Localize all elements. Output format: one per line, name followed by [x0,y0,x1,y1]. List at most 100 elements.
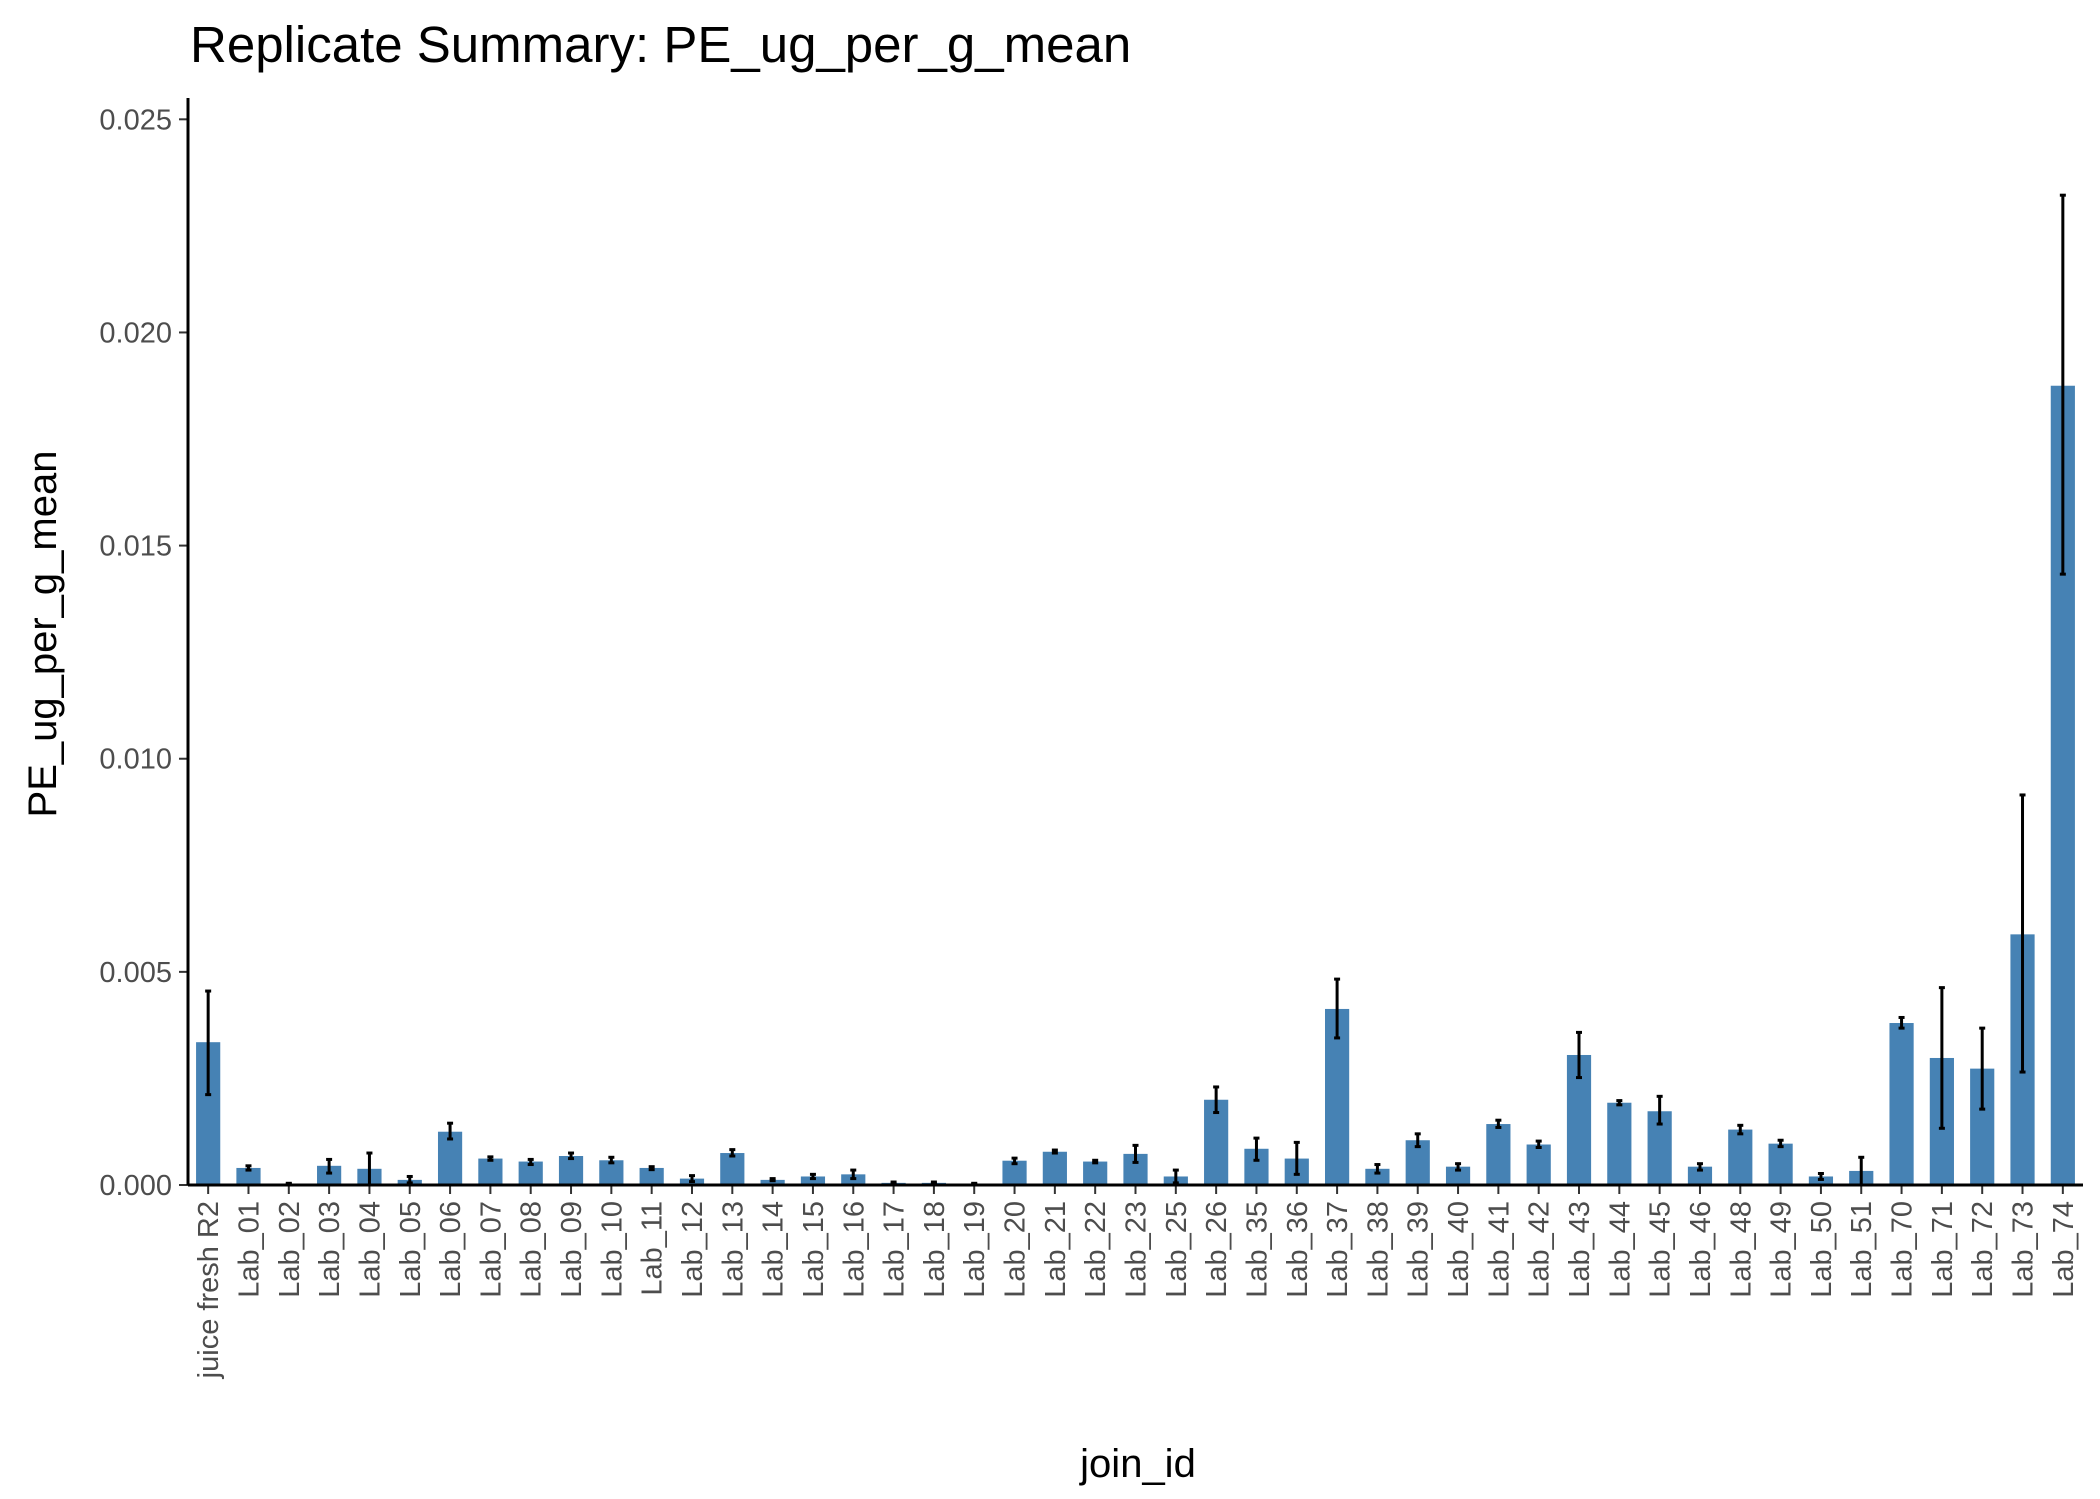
error-bar [1132,1143,1139,1164]
bar [1083,1161,1108,1185]
y-tick-label: 0.000 [99,1170,172,1202]
x-tick-label: Lab_41 [1483,1201,1515,1298]
bar [518,1161,543,1185]
x-tick-label: Lab_38 [1362,1201,1394,1298]
error-bar [1616,1099,1623,1107]
x-tick-label: Lab_50 [1806,1201,1838,1298]
error-bar [1172,1168,1179,1185]
bar [1607,1102,1632,1185]
error-bar [769,1177,776,1183]
x-tick-label: Lab_19 [959,1201,991,1298]
y-tick-label: 0.020 [99,317,172,349]
x-tick-label: Lab_08 [516,1201,548,1298]
x-tick-label: Lab_71 [1927,1201,1959,1298]
x-tick-label: Lab_39 [1403,1201,1435,1298]
bar [1526,1144,1551,1185]
bar [236,1167,261,1185]
error-bar [1495,1118,1502,1129]
x-tick-label: Lab_43 [1564,1201,1596,1298]
x-tick-label: Lab_36 [1282,1201,1314,1298]
error-bar [487,1155,494,1162]
x-tick-label: Lab_03 [314,1201,346,1298]
bar [1687,1166,1713,1185]
bar [437,1131,463,1185]
bar [1728,1129,1753,1185]
error-bar [1455,1162,1462,1172]
bar [639,1167,664,1185]
error-bar [1414,1132,1421,1149]
x-tick-label: Lab_16 [838,1201,870,1298]
error-bar [245,1164,252,1172]
error-bar [447,1121,454,1141]
bar [478,1158,503,1185]
x-tick-label: Lab_70 [1887,1201,1919,1298]
x-tick-label: Lab_23 [1121,1201,1153,1298]
error-bar [2059,193,2066,576]
error-bar [890,1180,897,1186]
error-bar [850,1168,857,1181]
x-tick-label: Lab_35 [1241,1201,1273,1298]
x-tick-label: Lab_01 [233,1201,265,1298]
y-tick-label: 0.010 [99,744,172,776]
error-bar [1696,1162,1703,1172]
x-tick-label: Lab_37 [1322,1201,1354,1298]
error-bar [1293,1140,1300,1176]
error-bar [809,1172,816,1181]
x-tick-label: Lab_48 [1725,1201,1757,1298]
bar [760,1179,785,1185]
error-bar [568,1151,575,1161]
bar [1768,1143,1793,1185]
error-bar [1576,1030,1583,1080]
error-bar [1898,1015,1905,1030]
x-tick-label: Lab_13 [717,1201,749,1298]
error-bar [1213,1085,1220,1115]
x-tick-label: Lab_74 [2048,1201,2080,1298]
bars [196,385,2075,1185]
x-tick-label: Lab_02 [274,1201,306,1298]
x-tick-label: Lab_45 [1645,1201,1677,1298]
x-tick-label: Lab_10 [596,1201,628,1298]
bar [1445,1166,1471,1185]
x-tick-label: Lab_14 [758,1201,790,1298]
bar [317,1165,342,1185]
bar [800,1176,826,1185]
error-bar [1051,1148,1058,1155]
x-tick-label: juice fresh R2 [193,1201,225,1379]
x-tick-label: Lab_17 [879,1201,911,1298]
bar [1486,1124,1511,1185]
x-tick-label: Lab_46 [1685,1201,1717,1298]
x-tick-label: Lab_04 [354,1201,386,1298]
error-bar [326,1157,333,1175]
x-tick-label: Lab_12 [677,1201,709,1298]
bar [720,1153,745,1185]
error-bar [1777,1138,1784,1149]
x-tick-label: Lab_11 [637,1201,669,1296]
y-tick-label: 0.005 [99,957,172,989]
error-bar [1817,1171,1824,1181]
error-bar [1374,1163,1381,1175]
x-tick-label: Lab_40 [1443,1201,1475,1298]
x-tick-label: Lab_44 [1604,1201,1636,1298]
x-tick-label: Lab_15 [798,1201,830,1298]
x-tick-label: Lab_05 [395,1201,427,1298]
bar [558,1156,584,1185]
x-tick-label: Lab_06 [435,1201,467,1298]
x-tick-label: Lab_20 [1000,1201,1032,1298]
x-tick-label: Lab_18 [919,1201,951,1298]
error-bar [648,1165,655,1172]
x-tick-label: Lab_51 [1846,1201,1878,1298]
x-tick-label: Lab_07 [475,1201,507,1298]
x-tick-label: Lab_25 [1161,1201,1193,1298]
error-bar [527,1157,534,1167]
y-tick-label: 0.015 [99,531,172,563]
error-bars [205,193,2066,1187]
error-bar [608,1155,615,1165]
chart-title: Replicate Summary: PE_ug_per_g_mean [190,16,1131,73]
bar [1365,1168,1390,1185]
error-bar [729,1148,736,1158]
x-tick-label: Lab_49 [1766,1201,1798,1298]
error-bar [688,1174,695,1184]
x-tick-label: Lab_22 [1080,1201,1112,1298]
y-tick-label: 0.025 [99,104,172,136]
